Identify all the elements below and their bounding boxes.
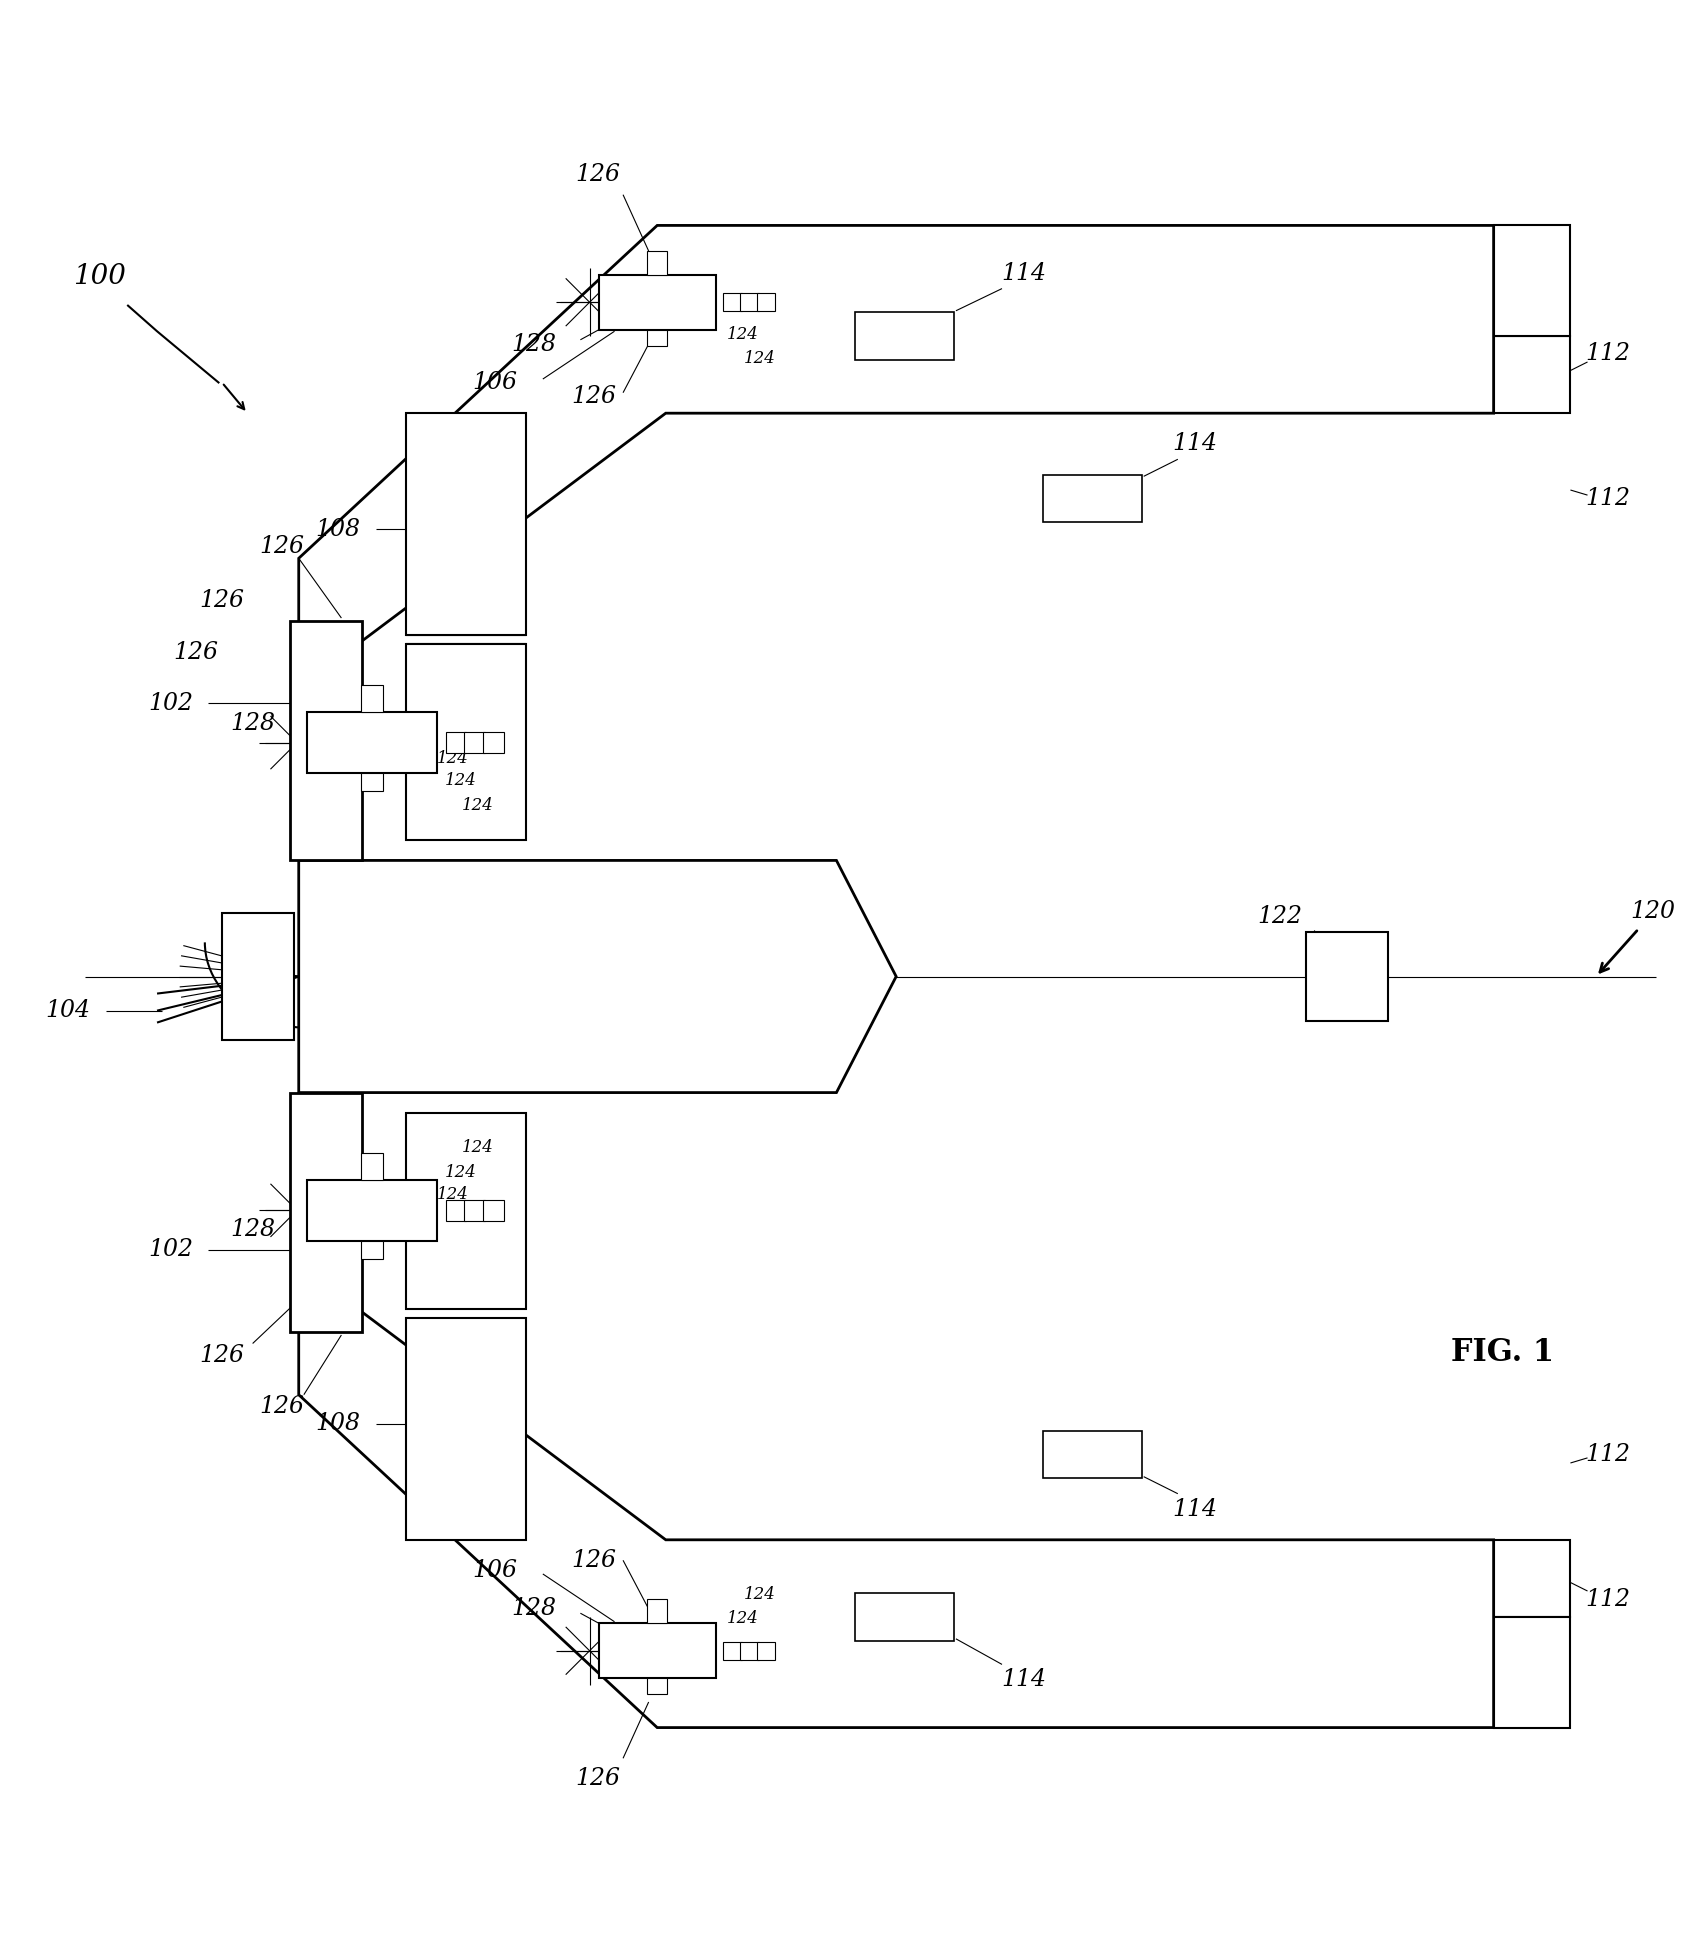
Text: 112: 112 xyxy=(1586,342,1630,365)
Text: 124: 124 xyxy=(727,1609,758,1627)
Bar xyxy=(724,293,741,311)
Bar xyxy=(599,1623,715,1678)
Text: 124: 124 xyxy=(437,750,468,766)
Text: 108: 108 xyxy=(316,734,360,758)
Text: 114: 114 xyxy=(1002,1668,1046,1691)
Text: 100: 100 xyxy=(73,264,125,291)
Text: 108: 108 xyxy=(316,1412,360,1435)
Bar xyxy=(483,732,504,754)
Bar xyxy=(483,1199,504,1221)
Text: 126: 126 xyxy=(259,1394,304,1418)
Polygon shape xyxy=(1494,1539,1570,1617)
Text: 112: 112 xyxy=(1586,1588,1630,1611)
Polygon shape xyxy=(1043,475,1142,523)
Bar xyxy=(647,250,667,275)
Text: 124: 124 xyxy=(744,350,775,367)
Text: 106: 106 xyxy=(473,371,517,395)
Text: 128: 128 xyxy=(230,713,275,736)
Text: 120: 120 xyxy=(1630,900,1675,924)
Bar xyxy=(741,1642,758,1660)
Bar xyxy=(464,732,485,754)
Text: 112: 112 xyxy=(1586,1443,1630,1467)
Text: 128: 128 xyxy=(512,1598,556,1619)
Text: 124: 124 xyxy=(727,326,758,344)
Text: 112: 112 xyxy=(1586,486,1630,510)
Bar xyxy=(647,1600,667,1623)
Text: 114: 114 xyxy=(1173,432,1217,455)
Text: 124: 124 xyxy=(463,797,493,814)
Bar xyxy=(758,1642,775,1660)
Text: 126: 126 xyxy=(174,641,218,664)
Bar xyxy=(741,293,758,311)
Text: 122: 122 xyxy=(1258,906,1302,928)
Polygon shape xyxy=(406,644,526,840)
Text: FIG. 1: FIG. 1 xyxy=(1451,1336,1553,1367)
Text: 124: 124 xyxy=(437,1187,468,1203)
Polygon shape xyxy=(855,1594,954,1641)
Text: 102: 102 xyxy=(149,691,193,715)
Text: 114: 114 xyxy=(1002,262,1046,285)
Text: 126: 126 xyxy=(575,1767,620,1791)
Polygon shape xyxy=(1043,1430,1142,1478)
Bar xyxy=(599,275,715,330)
Bar xyxy=(647,1678,667,1695)
Bar xyxy=(1306,932,1388,1021)
Polygon shape xyxy=(299,861,896,1092)
Bar xyxy=(307,1180,437,1240)
Bar xyxy=(307,713,437,773)
Bar xyxy=(758,293,775,311)
Polygon shape xyxy=(1494,336,1570,414)
Polygon shape xyxy=(299,1092,1494,1728)
Text: 128: 128 xyxy=(230,1217,275,1240)
Text: 114: 114 xyxy=(1173,1498,1217,1521)
Text: 124: 124 xyxy=(446,771,476,789)
Text: 124: 124 xyxy=(463,1139,493,1156)
Bar xyxy=(360,773,382,791)
Bar xyxy=(464,1199,485,1221)
Text: 126: 126 xyxy=(572,1549,616,1572)
Polygon shape xyxy=(406,1113,526,1309)
Text: 126: 126 xyxy=(575,162,620,186)
Text: 106: 106 xyxy=(473,1558,517,1582)
Text: 124: 124 xyxy=(744,1586,775,1603)
Polygon shape xyxy=(1494,1617,1570,1728)
Text: 108: 108 xyxy=(316,1195,360,1219)
Text: 126: 126 xyxy=(200,590,244,613)
Text: 126: 126 xyxy=(259,535,304,559)
Text: 102: 102 xyxy=(149,1238,193,1262)
Text: 126: 126 xyxy=(572,385,616,408)
Text: 126: 126 xyxy=(200,1344,244,1367)
Polygon shape xyxy=(855,312,954,359)
Bar xyxy=(290,621,362,861)
Bar xyxy=(360,686,382,713)
Bar xyxy=(222,914,294,1039)
Bar xyxy=(360,1240,382,1260)
Text: 104: 104 xyxy=(46,1000,90,1021)
Text: 128: 128 xyxy=(512,334,556,355)
Polygon shape xyxy=(406,1318,526,1539)
Bar xyxy=(724,1642,741,1660)
Polygon shape xyxy=(299,225,1494,861)
Bar xyxy=(647,330,667,346)
Bar xyxy=(360,1152,382,1180)
Text: 124: 124 xyxy=(446,1164,476,1182)
Text: 108: 108 xyxy=(316,518,360,541)
Polygon shape xyxy=(406,414,526,635)
Bar xyxy=(446,732,466,754)
Bar xyxy=(290,1092,362,1332)
Bar xyxy=(446,1199,466,1221)
Polygon shape xyxy=(1494,225,1570,336)
